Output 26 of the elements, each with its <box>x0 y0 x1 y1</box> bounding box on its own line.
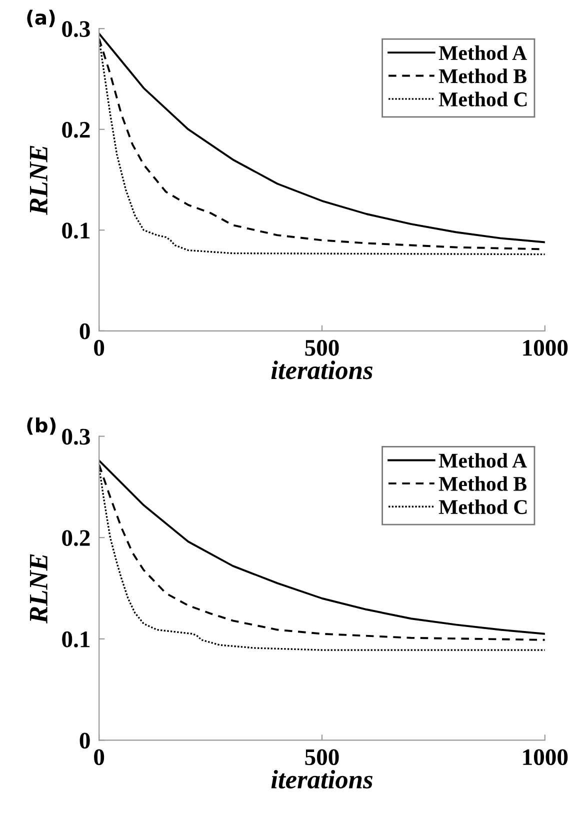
legend-label: Method C <box>438 92 527 106</box>
legend-label: Method A <box>438 453 527 468</box>
x-axis-title: iterations <box>271 360 372 380</box>
y-tick-label: 0.3 <box>62 428 90 445</box>
legend-label: Method A <box>438 45 527 60</box>
legend-label: Method C <box>438 499 527 514</box>
y-axis-title: RLNE <box>30 554 48 624</box>
y-tick-label: 0 <box>80 323 90 340</box>
y-tick-label: 0.1 <box>62 222 90 239</box>
x-tick-label: 500 <box>305 340 339 356</box>
y-tick-label: 0 <box>80 732 90 749</box>
y-tick-label: 0.3 <box>62 21 90 38</box>
y-tick-label: 0.2 <box>62 122 90 138</box>
legend-label: Method B <box>438 68 526 84</box>
x-tick-label: 0 <box>94 749 104 766</box>
text: (a) <box>27 10 55 28</box>
legend-label: Method B <box>438 476 526 491</box>
x-tick-label: 500 <box>305 749 339 766</box>
x-axis-title: iterations <box>271 770 372 789</box>
text: (b) <box>27 417 56 435</box>
y-tick-label: 0.2 <box>62 530 90 546</box>
x-tick-label: 1000 <box>523 749 568 766</box>
x-tick-label: 1000 <box>523 340 568 356</box>
y-tick-label: 0.1 <box>62 631 90 648</box>
y-axis-title: RLNE <box>30 146 48 215</box>
x-tick-label: 0 <box>94 340 104 356</box>
